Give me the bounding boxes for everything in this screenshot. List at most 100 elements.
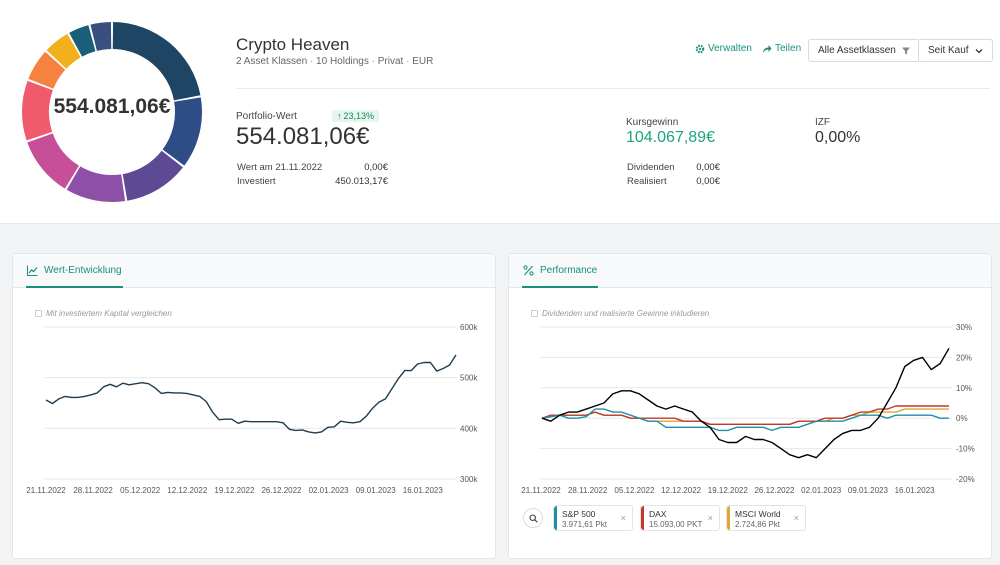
- card-header: Performance: [509, 254, 991, 288]
- donut-segment[interactable]: [27, 133, 79, 189]
- benchmark-color-bar: [727, 506, 730, 530]
- x-tick-label: 19.12.2022: [708, 486, 749, 495]
- x-tick-label: 21.11.2022: [521, 486, 561, 495]
- series-line: [541, 347, 950, 459]
- portfolio-change-badge: ↑ 23,13%: [332, 110, 380, 122]
- x-tick-label: 05.12.2022: [614, 486, 655, 495]
- include-dividends-label: Dividenden und realisierte Gewinne inklu…: [542, 309, 710, 318]
- y-tick-label: 30%: [956, 323, 972, 332]
- value-chart-card: Wert-Entwicklung Mit investiertem Kapita…: [12, 253, 496, 559]
- y-tick-label: 0%: [956, 414, 968, 423]
- x-tick-label: 26.12.2022: [754, 486, 795, 495]
- invested-value: 450.013,17€: [335, 176, 388, 187]
- search-icon: [528, 513, 538, 523]
- dividends-label: Dividenden: [627, 162, 675, 173]
- checkbox-box[interactable]: [35, 310, 42, 317]
- portfolio-value-label: Portfolio-Wert: [236, 111, 297, 122]
- donut-segment[interactable]: [122, 150, 183, 201]
- benchmark-name: S&P 500: [562, 509, 596, 519]
- subtitle-separator: ·: [406, 56, 413, 67]
- header-divider: [236, 88, 990, 89]
- realized-label: Realisiert: [627, 176, 667, 187]
- start-value: 0,00€: [364, 162, 388, 173]
- manage-label: Verwalten: [708, 43, 752, 54]
- x-tick-label: 28.11.2022: [568, 486, 608, 495]
- subtitle-asset-classes: 2 Asset Klassen: [236, 56, 308, 67]
- include-dividends-checkbox[interactable]: Dividenden und realisierte Gewinne inklu…: [531, 309, 709, 318]
- benchmark-chip-msci-world[interactable]: MSCI World 2.724,86 Pkt ×: [726, 505, 806, 531]
- invested-label: Investiert: [237, 176, 276, 187]
- donut-total-value: 554.081,06€: [53, 95, 171, 118]
- manage-button[interactable]: Verwalten: [695, 43, 752, 54]
- donut-segment[interactable]: [21, 80, 53, 141]
- value-line-chart: 600k 500k 400k 300k 21.11.2022 28.11.2022 05.1…: [26, 323, 478, 495]
- x-tick-label: 05.12.2022: [120, 486, 161, 495]
- asset-allocation-donut[interactable]: [18, 18, 206, 206]
- donut-segment[interactable]: [90, 22, 112, 51]
- series-line: [45, 354, 457, 434]
- asset-class-filter[interactable]: Alle Assetklassen: [808, 39, 920, 62]
- asset-class-filter-label: Alle Assetklassen: [818, 45, 896, 56]
- benchmark-value: 15.093,00 PKT: [649, 520, 703, 529]
- benchmark-chip-dax[interactable]: DAX 15.093,00 PKT ×: [640, 505, 720, 531]
- portfolio-value: 554.081,06€: [236, 123, 370, 150]
- tab-value-development-label: Wert-Entwicklung: [44, 264, 122, 276]
- x-tick-label: 09.01.2023: [848, 486, 889, 495]
- donut-segment[interactable]: [69, 25, 96, 57]
- tab-value-development[interactable]: Wert-Entwicklung: [26, 254, 123, 288]
- portfolio-change-value: 23,13%: [343, 111, 375, 121]
- x-tick-label: 02.01.2023: [309, 486, 350, 495]
- remove-benchmark-icon[interactable]: ×: [707, 513, 713, 523]
- subtitle-separator: ·: [309, 56, 317, 67]
- dividends-value: 0,00€: [696, 162, 720, 173]
- share-arrow-icon: [763, 44, 772, 53]
- card-header: Wert-Entwicklung: [13, 254, 495, 288]
- performance-chart-card: Performance Dividenden und realisierte G…: [508, 253, 992, 559]
- period-dropdown[interactable]: Seit Kauf: [918, 39, 993, 62]
- performance-line-chart: 30% 20% 10% 0% -10% -20% 21.11.2022 28.11.2022 0…: [521, 323, 974, 495]
- benchmark-chip-sp500[interactable]: S&P 500 3.971,61 Pkt ×: [553, 505, 633, 531]
- subtitle-currency: EUR: [412, 56, 434, 67]
- y-tick-label: 600k: [460, 323, 478, 332]
- checkbox-box[interactable]: [531, 310, 538, 317]
- x-tick-label: 02.01.2023: [801, 486, 842, 495]
- x-tick-label: 12.12.2022: [167, 486, 208, 495]
- benchmark-name: MSCI World: [735, 509, 781, 519]
- donut-segment[interactable]: [46, 33, 81, 69]
- x-tick-label: 26.12.2022: [261, 486, 302, 495]
- izf-label: IZF: [815, 117, 830, 128]
- start-value-label: Wert am 21.11.2022: [237, 162, 323, 173]
- arrow-up-icon: ↑: [337, 111, 342, 121]
- gain-value: 104.067,89€: [626, 129, 715, 146]
- portfolio-title: Crypto Heaven: [236, 35, 350, 54]
- remove-benchmark-icon[interactable]: ×: [620, 513, 626, 523]
- x-tick-label: 16.01.2023: [895, 486, 936, 495]
- donut-segment[interactable]: [112, 22, 201, 101]
- series-line: [541, 408, 949, 432]
- subtitle-holdings: 10 Holdings: [316, 56, 369, 67]
- donut-segment[interactable]: [28, 51, 66, 89]
- compare-invested-checkbox[interactable]: Mit investiertem Kapital vergleichen: [35, 309, 172, 318]
- y-tick-label: 400k: [460, 424, 478, 433]
- compare-invested-label: Mit investiertem Kapital vergleichen: [46, 309, 172, 318]
- x-tick-label: 16.01.2023: [403, 486, 444, 495]
- share-label: Teilen: [775, 43, 802, 54]
- gear-icon: [695, 44, 705, 53]
- remove-benchmark-icon[interactable]: ×: [793, 513, 799, 523]
- benchmark-value: 2.724,86 Pkt: [735, 520, 780, 529]
- percent-icon: [523, 264, 534, 276]
- donut-segment[interactable]: [162, 97, 203, 166]
- portfolio-subtitle: 2 Asset Klassen · 10 Holdings · Privat ·…: [236, 56, 433, 67]
- benchmark-name: DAX: [649, 509, 667, 519]
- share-button[interactable]: Teilen: [762, 43, 801, 54]
- tab-performance[interactable]: Performance: [522, 254, 599, 288]
- series-line: [541, 405, 949, 426]
- benchmark-search-button[interactable]: [523, 508, 543, 528]
- benchmark-color-bar: [554, 506, 557, 530]
- subtitle-visibility: Privat: [377, 56, 404, 67]
- izf-value: 0,00%: [815, 129, 861, 146]
- x-tick-label: 21.11.2022: [26, 486, 66, 495]
- donut-segment[interactable]: [66, 166, 126, 202]
- subtitle-separator: ·: [371, 56, 378, 67]
- realized-value: 0,00€: [696, 176, 720, 187]
